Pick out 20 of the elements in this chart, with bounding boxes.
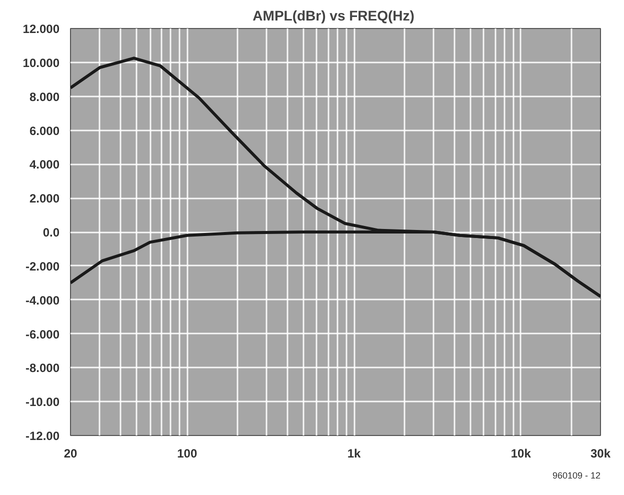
y-tick-label: 0.0 [42, 226, 60, 240]
text: 960109 - 12 [552, 470, 601, 480]
y-tick-label: -6.000 [25, 327, 60, 342]
y-tick-label: 6.000 [29, 124, 60, 138]
x-tick-label: 1k [347, 446, 362, 460]
x-tick-label: 20 [64, 446, 78, 460]
y-tick-label: 2.000 [29, 192, 60, 206]
x-tick-label: 30k [590, 446, 611, 460]
y-tick-label: 12.000 [22, 22, 60, 36]
y-tick-label: -12.00 [25, 429, 60, 443]
y-tick-label: -10.00 [25, 395, 60, 410]
y-tick-label: -8.000 [25, 361, 60, 376]
x-tick-label: 100 [177, 446, 198, 460]
x-tick-label: 10k [510, 446, 532, 460]
y-tick-label: -4.000 [25, 293, 60, 308]
y-tick-label: -2.000 [25, 259, 60, 274]
y-tick-label: 8.000 [29, 90, 60, 104]
chart-title: AMPL(dBr) vs FREQ(Hz) [252, 8, 414, 24]
y-tick-label: 10.000 [22, 56, 60, 70]
y-tick-label: 4.000 [29, 158, 60, 172]
